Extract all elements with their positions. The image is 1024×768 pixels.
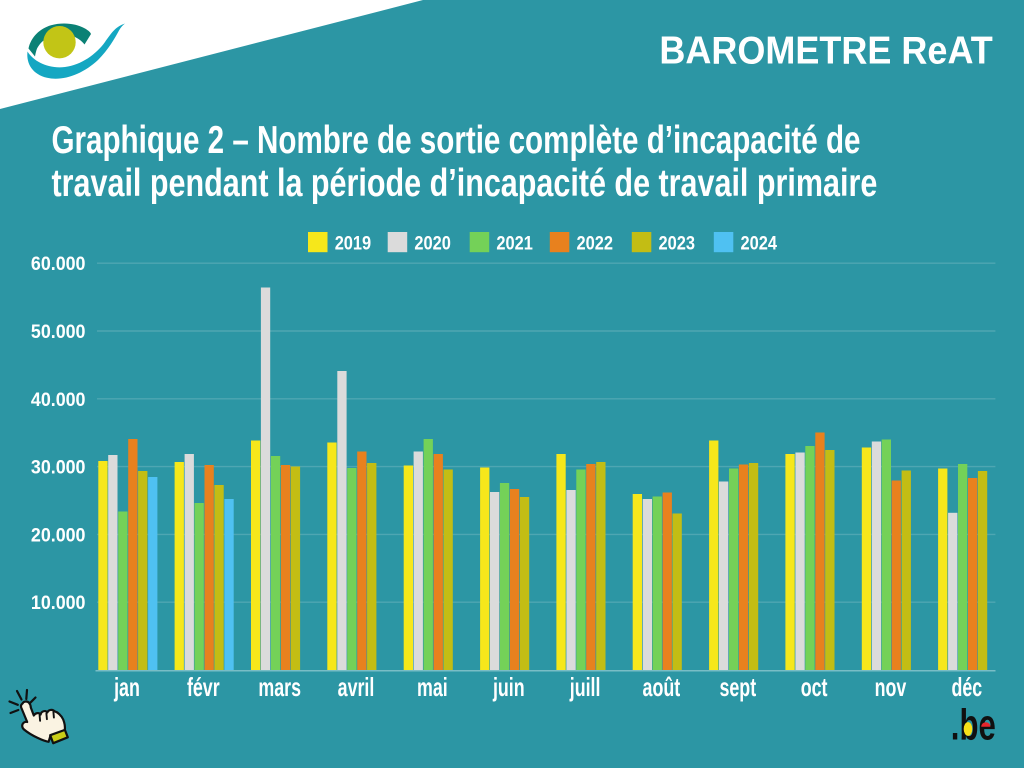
svg-text:juill: juill — [569, 672, 600, 702]
svg-text:BAROMETRE ReAT: BAROMETRE ReAT — [659, 29, 993, 72]
svg-text:avril: avril — [338, 672, 375, 702]
svg-text:févr: févr — [187, 672, 220, 702]
svg-text:août: août — [643, 672, 681, 702]
svg-text:travail pendant la période d’i: travail pendant la période d’incapacité … — [52, 162, 878, 205]
svg-text:oct: oct — [801, 672, 828, 702]
svg-text:2022: 2022 — [577, 233, 614, 255]
svg-text:30.000: 30.000 — [31, 458, 86, 479]
svg-text:nov: nov — [875, 672, 907, 702]
svg-text:2021: 2021 — [496, 233, 533, 255]
svg-text:2019: 2019 — [335, 233, 372, 255]
svg-text:juin: juin — [492, 672, 524, 702]
svg-text:jan: jan — [113, 672, 139, 702]
svg-text:50.000: 50.000 — [31, 322, 86, 343]
svg-text:2020: 2020 — [414, 233, 451, 255]
svg-text:40.000: 40.000 — [31, 390, 86, 411]
svg-text:60.000: 60.000 — [31, 254, 86, 275]
svg-text:2024: 2024 — [741, 233, 778, 255]
svg-text:20.000: 20.000 — [31, 525, 86, 546]
svg-text:sept: sept — [719, 672, 756, 702]
svg-text:déc: déc — [951, 672, 982, 702]
svg-text:2023: 2023 — [659, 233, 696, 255]
svg-text:10.000: 10.000 — [31, 593, 86, 614]
svg-text:mars: mars — [258, 672, 301, 702]
svg-text:mai: mai — [417, 672, 448, 702]
svg-text:Graphique 2 – Nombre de sortie: Graphique 2 – Nombre de sortie complète … — [52, 119, 861, 162]
